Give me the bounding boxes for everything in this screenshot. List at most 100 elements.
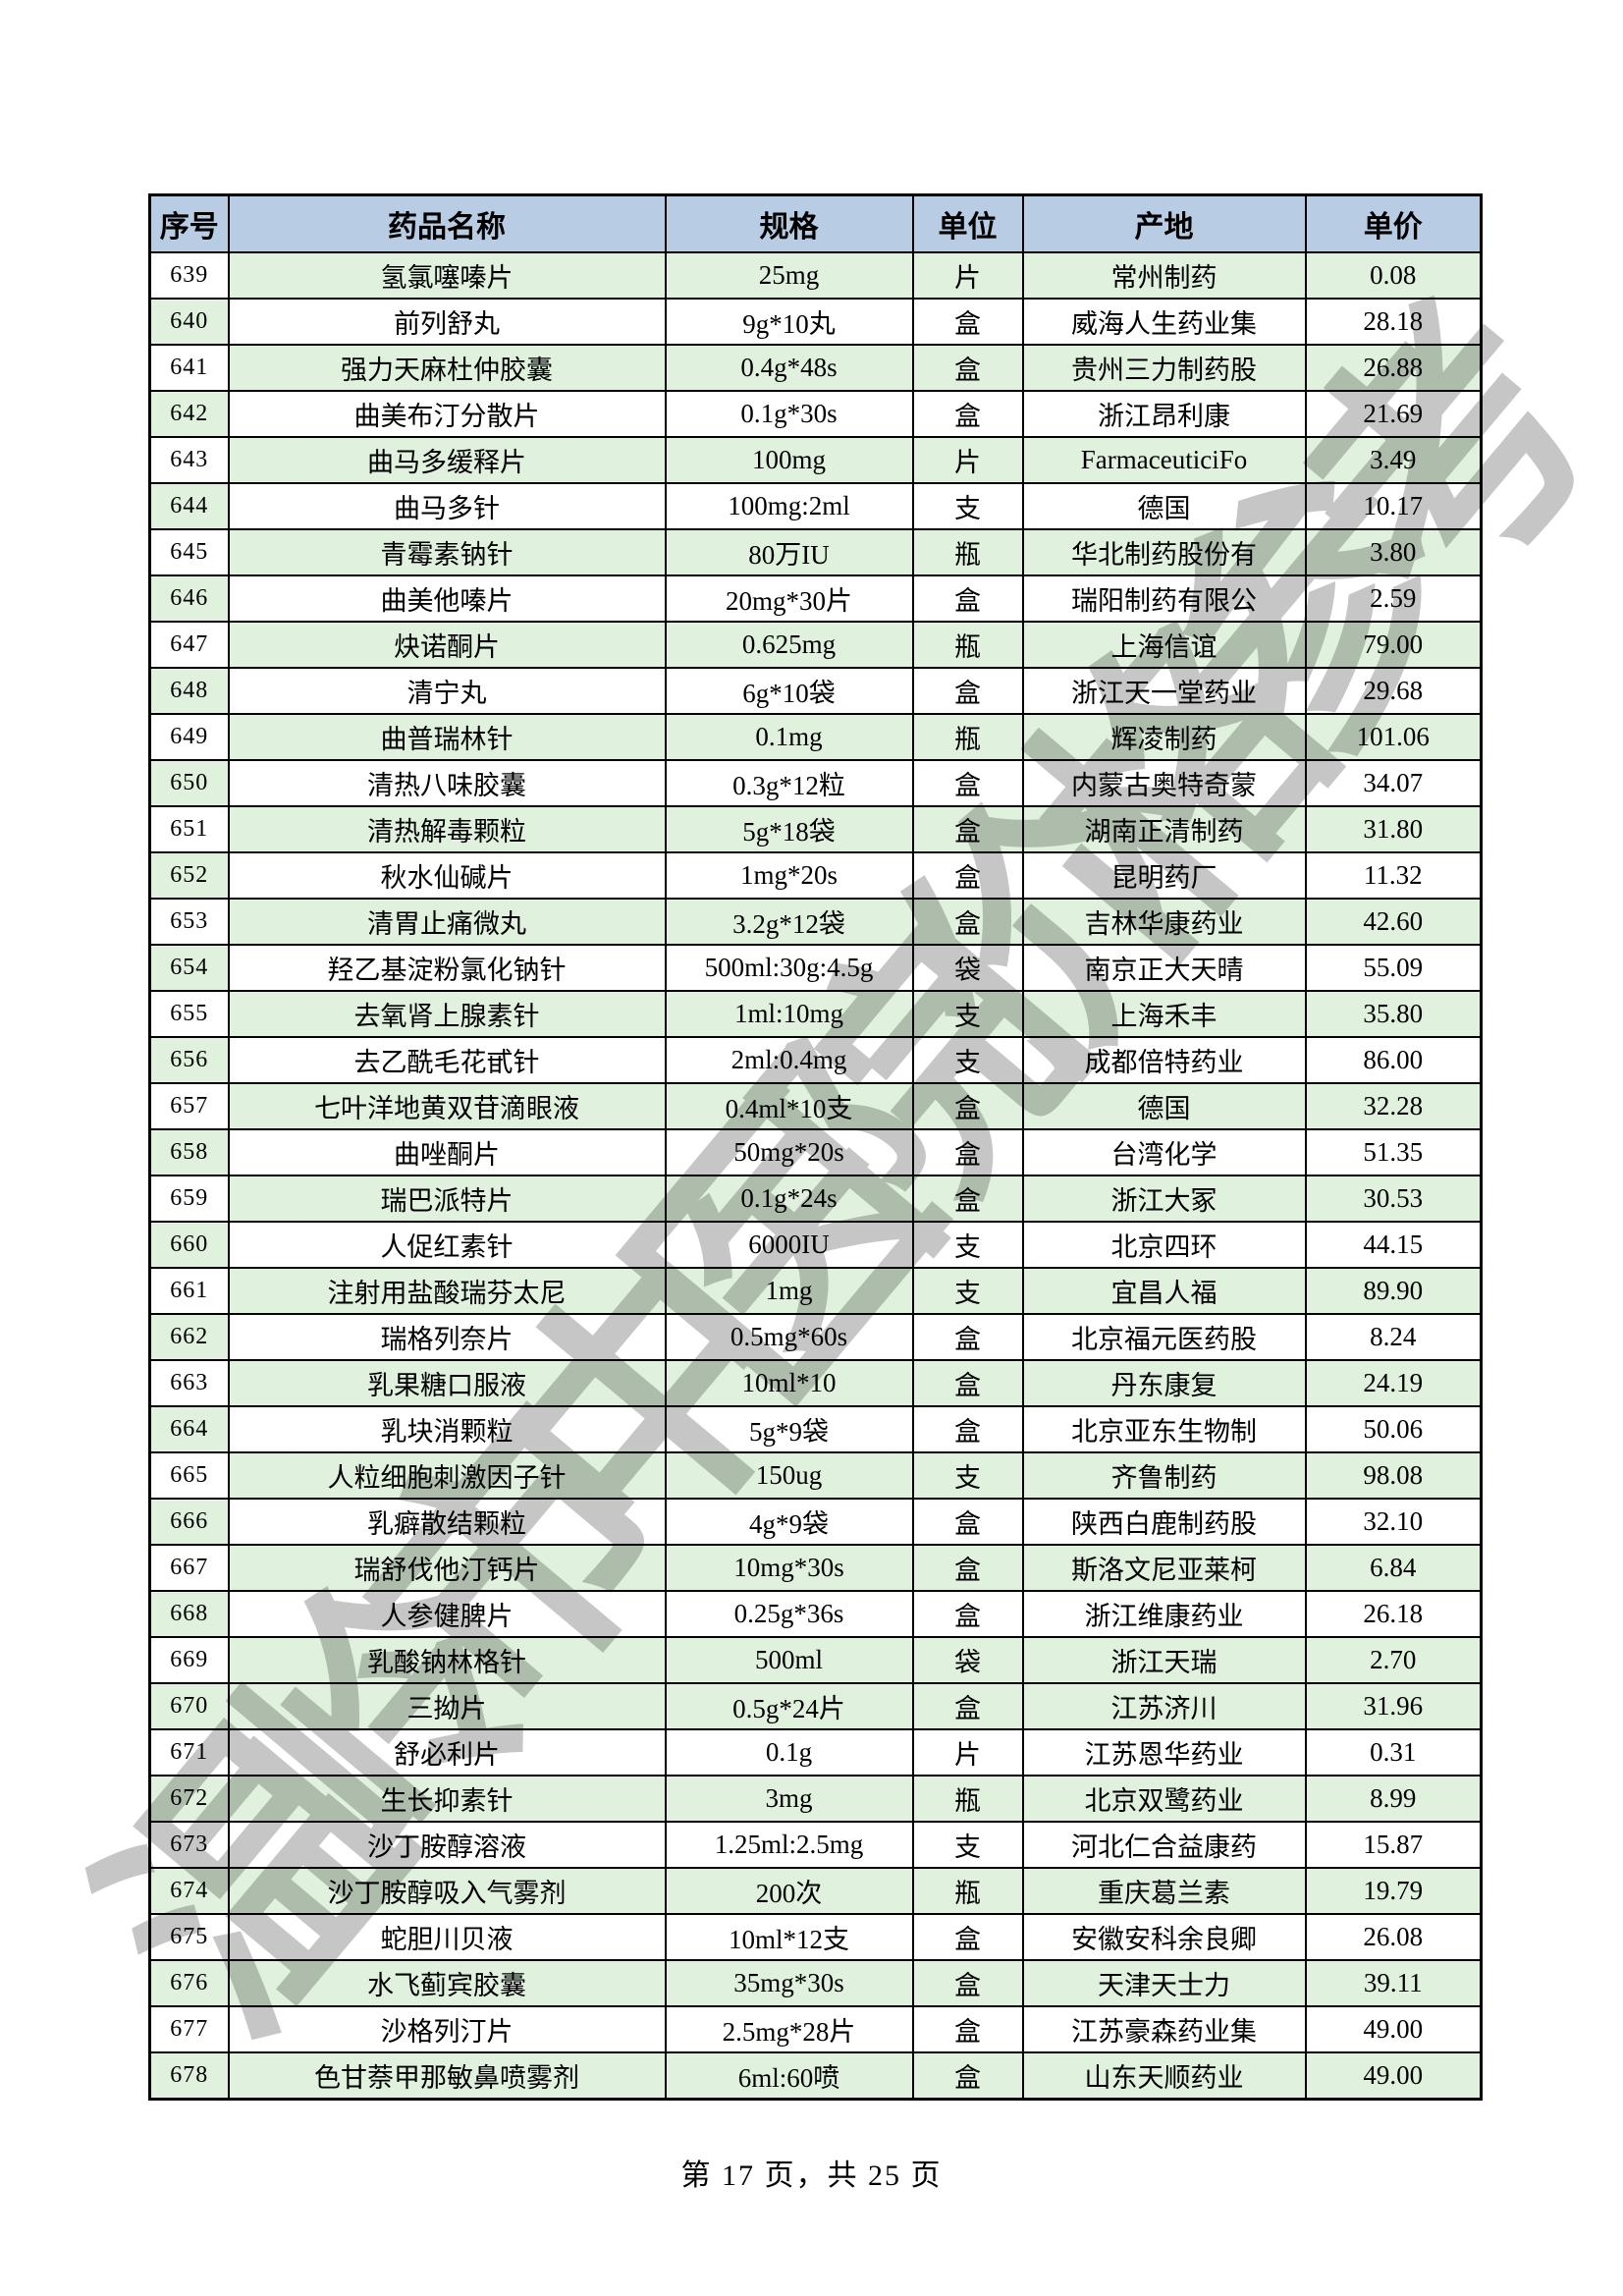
- table-row: 672 生长抑素针 3mg 瓶北京双鹭药业 8.99: [148, 1775, 1483, 1823]
- cell-spec: 6000IU: [664, 1221, 914, 1269]
- cell-origin: 天津天士力: [1021, 1959, 1307, 2007]
- cell-price: 89.90: [1304, 1267, 1483, 1315]
- cell-price: 15.87: [1304, 1821, 1483, 1869]
- cell-spec: 9g*10丸: [664, 298, 914, 346]
- cell-unit: 盒: [911, 1544, 1024, 1592]
- cell-price: 32.10: [1304, 1498, 1483, 1546]
- cell-price: 29.68: [1304, 667, 1483, 715]
- cell-name: 瑞格列奈片: [227, 1313, 667, 1361]
- cell-no: 666: [148, 1498, 230, 1546]
- cell-origin: 安徽安科余良卿: [1021, 1913, 1307, 1961]
- cell-unit: 盒: [911, 298, 1024, 346]
- cell-name: 水飞蓟宾胶囊: [227, 1959, 667, 2007]
- cell-unit: 盒: [911, 2005, 1024, 2053]
- table-row: 648 清宁丸 6g*10袋盒浙江天一堂药业 29.68: [148, 667, 1483, 715]
- cell-spec: 10mg*30s: [664, 1544, 914, 1592]
- cell-name: 清热八味胶囊: [227, 759, 667, 807]
- cell-origin: 山东天顺药业: [1021, 2051, 1307, 2100]
- cell-price: 3.49: [1304, 436, 1483, 484]
- cell-name: 蛇胆川贝液: [227, 1913, 667, 1961]
- table-row: 655 去氧肾上腺素针 1ml:10mg 支上海禾丰 35.80: [148, 990, 1483, 1038]
- cell-unit: 瓶: [911, 1867, 1024, 1915]
- cell-spec: 25mg: [664, 251, 914, 300]
- cell-unit: 盒: [911, 1359, 1024, 1407]
- cell-origin: 南京正大天晴: [1021, 944, 1307, 992]
- cell-name: 瑞巴派特片: [227, 1175, 667, 1223]
- cell-origin: 辉凌制药: [1021, 713, 1307, 761]
- cell-price: 55.09: [1304, 944, 1483, 992]
- cell-unit: 盒: [911, 1175, 1024, 1223]
- cell-no: 670: [148, 1682, 230, 1730]
- cell-spec: 1mg*20s: [664, 851, 914, 900]
- cell-name: 炔诺酮片: [227, 621, 667, 669]
- cell-price: 10.17: [1304, 482, 1483, 530]
- table-row: 656 去乙酰毛花甙针 2ml:0.4mg 支成都倍特药业 86.00: [148, 1036, 1483, 1084]
- cell-spec: 0.25g*36s: [664, 1590, 914, 1638]
- cell-no: 668: [148, 1590, 230, 1638]
- cell-name: 乳块消颗粒: [227, 1405, 667, 1453]
- cell-spec: 100mg: [664, 436, 914, 484]
- cell-unit: 袋: [911, 1636, 1024, 1684]
- cell-origin: 贵州三力制药股: [1021, 344, 1307, 392]
- cell-unit: 支: [911, 990, 1024, 1038]
- table-row: 668 人参健脾片 0.25g*36s 盒浙江维康药业 26.18: [148, 1590, 1483, 1638]
- cell-price: 50.06: [1304, 1405, 1483, 1453]
- cell-price: 8.24: [1304, 1313, 1483, 1361]
- cell-name: 清胃止痛微丸: [227, 898, 667, 946]
- cell-origin: 江苏济川: [1021, 1682, 1307, 1730]
- cell-spec: 6g*10袋: [664, 667, 914, 715]
- cell-unit: 盒: [911, 851, 1024, 900]
- cell-no: 642: [148, 390, 230, 438]
- cell-origin: 浙江大冢: [1021, 1175, 1307, 1223]
- cell-origin: 丹东康复: [1021, 1359, 1307, 1407]
- cell-origin: 上海禾丰: [1021, 990, 1307, 1038]
- cell-unit: 支: [911, 1036, 1024, 1084]
- table-row: 675 蛇胆川贝液 10ml*12支盒安徽安科余良卿 26.08: [148, 1913, 1483, 1961]
- cell-origin: 昆明药厂: [1021, 851, 1307, 900]
- cell-name: 乳酸钠林格针: [227, 1636, 667, 1684]
- cell-name: 三拗片: [227, 1682, 667, 1730]
- cell-origin: 北京双鹭药业: [1021, 1775, 1307, 1823]
- table-row: 646 曲美他嗪片 20mg*30片盒瑞阳制药有限公 2.59: [148, 574, 1483, 623]
- cell-name: 曲美他嗪片: [227, 574, 667, 623]
- cell-no: 647: [148, 621, 230, 669]
- cell-spec: 20mg*30片: [664, 574, 914, 623]
- cell-origin: 成都倍特药业: [1021, 1036, 1307, 1084]
- cell-spec: 5g*9袋: [664, 1405, 914, 1453]
- cell-no: 661: [148, 1267, 230, 1315]
- cell-origin: 浙江维康药业: [1021, 1590, 1307, 1638]
- cell-unit: 片: [911, 436, 1024, 484]
- table-row: 676 水飞蓟宾胶囊 35mg*30s 盒天津天士力 39.11: [148, 1959, 1483, 2007]
- col-header-name: 药品名称: [227, 193, 667, 253]
- cell-no: 650: [148, 759, 230, 807]
- cell-name: 曲马多缓释片: [227, 436, 667, 484]
- cell-spec: 10ml*12支: [664, 1913, 914, 1961]
- cell-name: 人促红素针: [227, 1221, 667, 1269]
- table-row: 678 色甘萘甲那敏鼻喷雾剂 6ml:60喷盒山东天顺药业 49.00: [148, 2051, 1483, 2100]
- cell-name: 乳癖散结颗粒: [227, 1498, 667, 1546]
- cell-name: 氢氯噻嗪片: [227, 251, 667, 300]
- cell-origin: 齐鲁制药: [1021, 1451, 1307, 1500]
- table-header-row: 序号 药品名称 规格 单位 产地 单价: [148, 193, 1483, 253]
- table-row: 645 青霉素钠针 80万IU 瓶华北制药股份有 3.80: [148, 528, 1483, 576]
- table-row: 674 沙丁胺醇吸入气雾剂 200次瓶重庆葛兰素 19.79: [148, 1867, 1483, 1915]
- cell-unit: 盒: [911, 1913, 1024, 1961]
- cell-price: 28.18: [1304, 298, 1483, 346]
- cell-origin: 浙江天瑞: [1021, 1636, 1307, 1684]
- cell-price: 11.32: [1304, 851, 1483, 900]
- cell-spec: 0.1g: [664, 1728, 914, 1777]
- cell-unit: 支: [911, 1821, 1024, 1869]
- cell-no: 665: [148, 1451, 230, 1500]
- cell-name: 沙丁胺醇溶液: [227, 1821, 667, 1869]
- cell-unit: 支: [911, 1451, 1024, 1500]
- table-row: 662 瑞格列奈片 0.5mg*60s 盒北京福元医药股 8.24: [148, 1313, 1483, 1361]
- cell-name: 强力天麻杜仲胶囊: [227, 344, 667, 392]
- col-header-unit: 单位: [911, 193, 1024, 253]
- cell-name: 曲美布汀分散片: [227, 390, 667, 438]
- table-row: 653 清胃止痛微丸 3.2g*12袋盒吉林华康药业 42.60: [148, 898, 1483, 946]
- cell-price: 39.11: [1304, 1959, 1483, 2007]
- cell-origin: FarmaceuticiFo: [1021, 436, 1307, 484]
- cell-spec: 5g*18袋: [664, 805, 914, 853]
- cell-spec: 6ml:60喷: [664, 2051, 914, 2100]
- cell-no: 664: [148, 1405, 230, 1453]
